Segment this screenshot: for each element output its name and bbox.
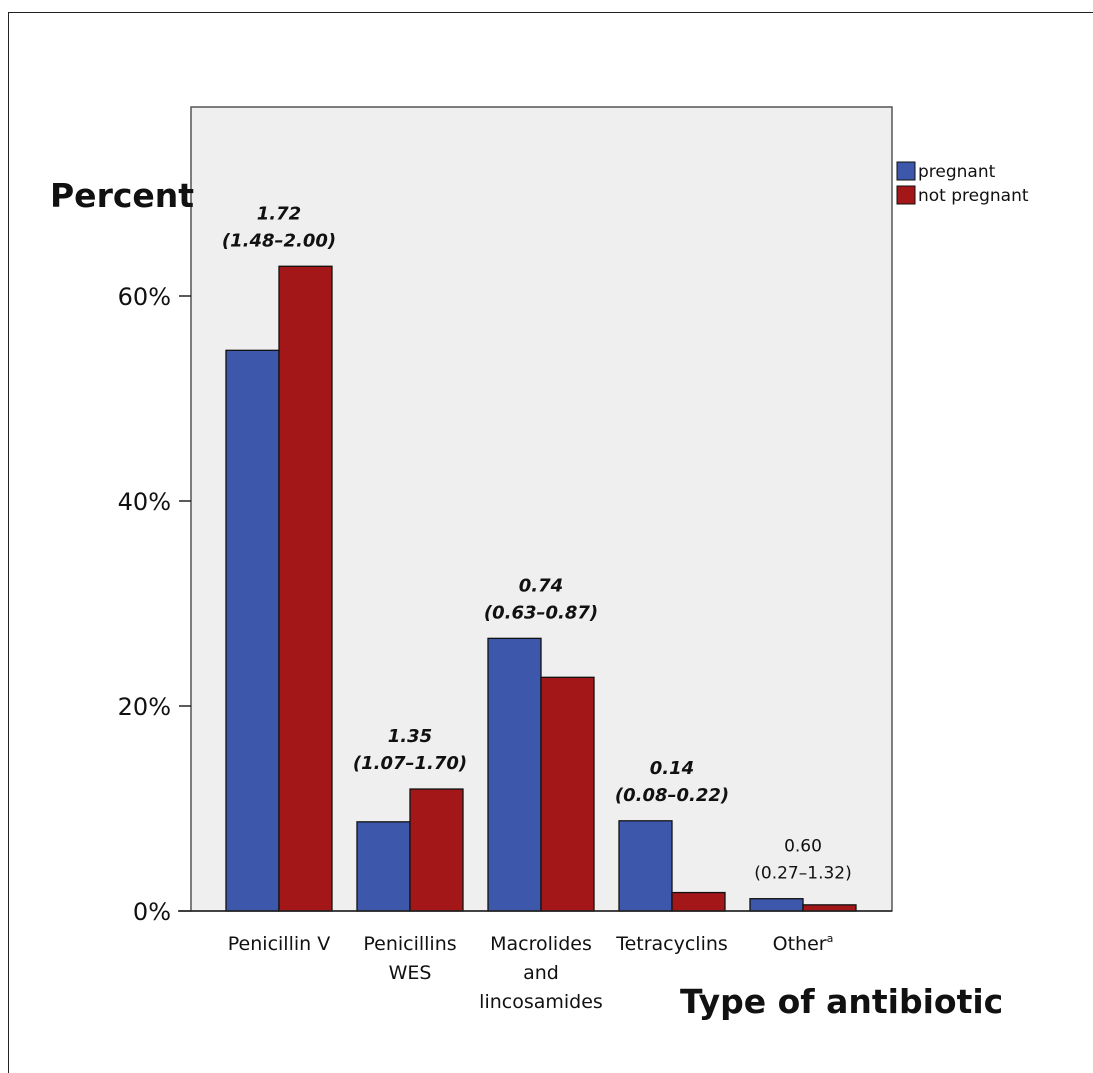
legend-label: not pregnant xyxy=(918,186,1029,206)
x-tick-label: Macrolides xyxy=(490,933,592,955)
annotation-text: 1.35 xyxy=(388,726,432,747)
x-axis: Penicillin V Penicillins WES Macrolides and l… xyxy=(228,932,834,1013)
annotation-text: (0.08–0.22) xyxy=(615,785,729,806)
bar-pregnant xyxy=(749,898,804,912)
annotation-text: 0.14 xyxy=(650,758,694,779)
legend-swatch xyxy=(896,161,916,181)
annotation-text: (1.07–1.70) xyxy=(353,753,467,774)
legend-swatch xyxy=(896,185,916,205)
annotation-text: 0.74 xyxy=(519,575,563,596)
annotation-text: (0.63–0.87) xyxy=(484,602,598,623)
bar-pregnant xyxy=(487,637,542,912)
bar-not-pregnant xyxy=(802,904,857,912)
bar-not-pregnant xyxy=(278,265,333,912)
x-tick-label: Tetracyclins xyxy=(615,933,728,955)
bar-not-pregnant xyxy=(409,788,464,912)
y-axis-title: Percent xyxy=(50,176,194,215)
y-tick-label: 0% xyxy=(133,898,171,926)
x-tick-label: lincosamides xyxy=(479,991,603,1013)
x-tick-label: Penicillin V xyxy=(228,933,330,955)
annotation-text: 0.60 xyxy=(784,837,822,857)
annotation-text: (1.48–2.00) xyxy=(222,230,336,251)
x-tick-superscript: a xyxy=(827,932,834,945)
y-tick-label: 20% xyxy=(118,693,171,721)
x-tick-label: Othera xyxy=(773,932,834,955)
annotation-text: (0.27–1.32) xyxy=(754,864,851,884)
x-tick-label: WES xyxy=(389,962,432,984)
x-tick-label: Penicillins xyxy=(363,933,456,955)
bar-pregnant xyxy=(618,820,673,912)
bar-not-pregnant xyxy=(540,676,595,912)
x-tick-label: and xyxy=(523,962,559,984)
bar-not-pregnant xyxy=(671,891,726,912)
x-axis-title: Type of antibiotic xyxy=(680,982,1003,1021)
bars-layer xyxy=(225,265,857,912)
legend: pregnant not pregnant xyxy=(896,161,1029,206)
y-tick-label: 60% xyxy=(118,283,171,311)
annotations-layer: 1.72 (1.48–2.00) 1.35 (1.07–1.70) 0.74 (0.63–… xyxy=(222,203,852,883)
annotation-text: 1.72 xyxy=(257,203,301,224)
y-tick-label: 40% xyxy=(118,488,171,516)
y-axis: 0% 20% 40% 60% xyxy=(118,283,191,926)
bar-pregnant xyxy=(225,349,280,912)
legend-label: pregnant xyxy=(918,162,996,182)
bar-pregnant xyxy=(356,821,411,912)
